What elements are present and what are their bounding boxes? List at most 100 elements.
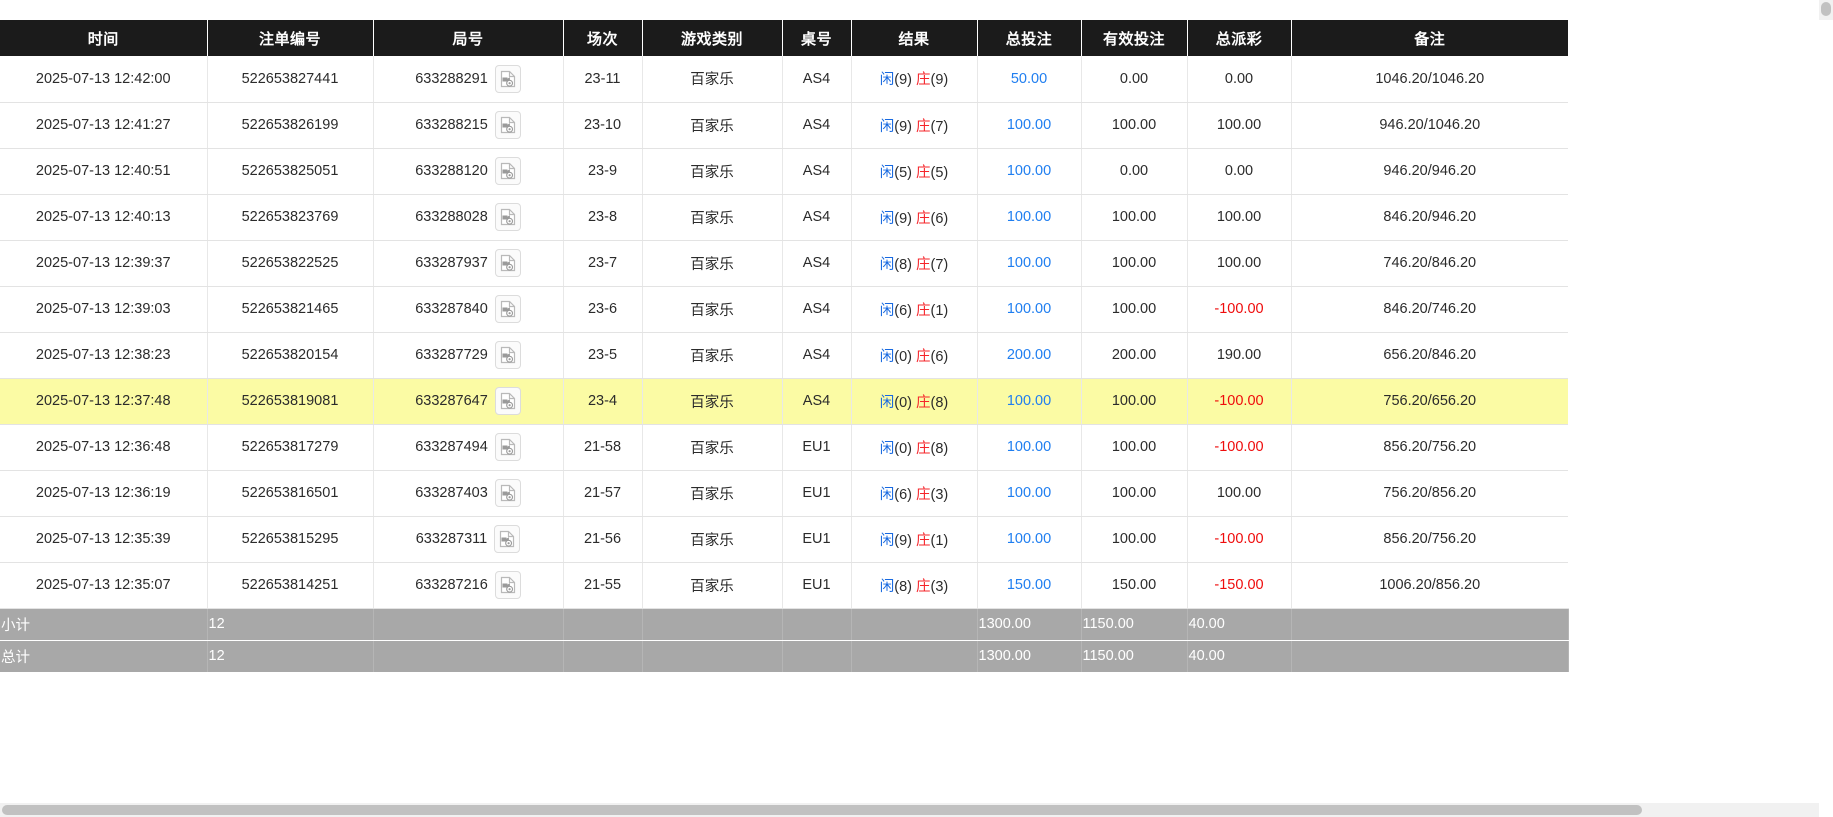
- cell-time: 2025-07-13 12:35:07: [0, 562, 208, 609]
- result-banker-label: 庄: [916, 302, 931, 319]
- table-row[interactable]: 2025-07-13 12:37:48 522653819081 633287647…: [0, 378, 1568, 425]
- total-bet-link[interactable]: 100.00: [1006, 393, 1052, 409]
- column-header-valid[interactable]: 有效投注: [1081, 20, 1188, 56]
- video-replay-icon[interactable]: [494, 295, 521, 323]
- total-bet-link[interactable]: 100.00: [1006, 255, 1052, 271]
- total-bet-link[interactable]: 200.00: [1006, 347, 1052, 363]
- cell-total-bet[interactable]: 200.00: [977, 332, 1082, 379]
- cell-valid-bet: 100.00: [1081, 194, 1188, 241]
- total-bet-link[interactable]: 100.00: [1006, 531, 1052, 547]
- video-replay-icon[interactable]: [494, 571, 521, 599]
- result-banker-label: 庄: [916, 118, 931, 135]
- cell-session: 21-57: [563, 470, 643, 517]
- column-header-table[interactable]: 桌号: [782, 20, 852, 56]
- result-player-label: 闲: [879, 578, 895, 595]
- cell-time: 2025-07-13 12:36:19: [0, 470, 208, 517]
- column-header-session[interactable]: 场次: [563, 20, 643, 56]
- table-row[interactable]: 2025-07-13 12:38:23 522653820154 633287729…: [0, 332, 1568, 379]
- video-replay-icon[interactable]: [494, 64, 521, 93]
- video-replay-icon[interactable]: [494, 249, 521, 277]
- cell-total-bet[interactable]: 100.00: [977, 378, 1082, 425]
- cell-total-bet[interactable]: 100.00: [977, 148, 1082, 195]
- round-number-text: 633287937: [415, 255, 488, 271]
- table-row[interactable]: 2025-07-13 12:36:48 522653817279 633287494…: [0, 424, 1568, 471]
- column-header-time[interactable]: 时间: [0, 20, 208, 56]
- scrollbar-thumb[interactable]: [1821, 2, 1831, 16]
- cell-game-type: 百家乐: [642, 194, 783, 241]
- cell-total-bet[interactable]: 100.00: [977, 286, 1082, 333]
- cell-valid-bet: 100.00: [1081, 240, 1188, 287]
- cell-total-bet[interactable]: 100.00: [977, 470, 1082, 517]
- summary-blank-round: [373, 608, 564, 641]
- total-bet-link[interactable]: 50.00: [1010, 70, 1048, 87]
- result-banker-label: 庄: [916, 440, 931, 457]
- horizontal-scrollbar[interactable]: [0, 803, 1819, 817]
- cell-table-number: AS4: [782, 148, 852, 195]
- table-row[interactable]: 2025-07-13 12:39:03 522653821465 633287840…: [0, 286, 1568, 333]
- total-bet-link[interactable]: 100.00: [1006, 163, 1052, 179]
- video-replay-icon[interactable]: [494, 433, 521, 461]
- cell-total-payout: 100.00: [1187, 240, 1292, 287]
- vertical-scrollbar-top[interactable]: [1819, 0, 1833, 20]
- video-replay-icon[interactable]: [494, 525, 521, 553]
- bet-records-table: 时间 注单编号 局号 场次 游戏类别 桌号 结果 总投注 有效投注 总派彩 备注…: [0, 20, 1569, 673]
- column-header-result[interactable]: 结果: [851, 20, 978, 56]
- table-row[interactable]: 2025-07-13 12:35:07 522653814251 633287216…: [0, 562, 1568, 609]
- summary-blank-result: [851, 608, 978, 641]
- result-player-label: 闲: [879, 486, 895, 503]
- cell-time: 2025-07-13 12:35:39: [0, 516, 208, 563]
- summary-total-payout: 40.00: [1187, 640, 1292, 673]
- round-number-text: 633287729: [415, 347, 488, 363]
- table-row[interactable]: 2025-07-13 12:39:37 522653822525 633287937…: [0, 240, 1568, 287]
- column-header-bet[interactable]: 总投注: [977, 20, 1082, 56]
- table-row[interactable]: 2025-07-13 12:36:19 522653816501 633287403…: [0, 470, 1568, 517]
- cell-table-number: AS4: [782, 194, 852, 241]
- table-row[interactable]: 2025-07-13 12:41:27 522653826199 633288215…: [0, 102, 1568, 149]
- cell-total-bet[interactable]: 100.00: [977, 240, 1082, 287]
- table-row[interactable]: 2025-07-13 12:42:00 522653827441 633288291…: [0, 56, 1568, 103]
- video-replay-icon[interactable]: [494, 157, 521, 185]
- cell-order-number: 522653817279: [207, 424, 374, 471]
- table-row[interactable]: 2025-07-13 12:40:13 522653823769 633288028…: [0, 194, 1568, 241]
- cell-total-bet[interactable]: 100.00: [977, 194, 1082, 241]
- total-bet-link[interactable]: 100.00: [1006, 117, 1052, 133]
- cell-session: 23-11: [563, 56, 643, 103]
- header-row: 时间 注单编号 局号 场次 游戏类别 桌号 结果 总投注 有效投注 总派彩 备注: [0, 20, 1568, 56]
- horizontal-scrollbar-thumb[interactable]: [2, 805, 1642, 815]
- column-header-game[interactable]: 游戏类别: [642, 20, 783, 56]
- column-header-round[interactable]: 局号: [373, 20, 564, 56]
- video-replay-icon[interactable]: [494, 387, 521, 415]
- total-bet-link[interactable]: 100.00: [1006, 301, 1052, 317]
- table-row[interactable]: 2025-07-13 12:35:39 522653815295 633287311…: [0, 516, 1568, 563]
- cell-game-type: 百家乐: [642, 56, 783, 103]
- cell-total-bet[interactable]: 100.00: [977, 424, 1082, 471]
- vertical-scrollbar[interactable]: [1819, 20, 1833, 803]
- table-row[interactable]: 2025-07-13 12:40:51 522653825051 633288120…: [0, 148, 1568, 195]
- result-banker-label: 庄: [916, 164, 931, 181]
- result-banker-label: 庄: [916, 532, 931, 549]
- video-replay-icon[interactable]: [494, 203, 521, 231]
- payout-value: 100.00: [1216, 209, 1262, 225]
- cell-total-bet[interactable]: 150.00: [977, 562, 1082, 609]
- summary-count: 12: [207, 640, 374, 673]
- result-banker-label: 庄: [916, 210, 931, 227]
- total-bet-link[interactable]: 100.00: [1006, 209, 1052, 225]
- cell-total-bet[interactable]: 50.00: [977, 56, 1082, 103]
- column-header-payout[interactable]: 总派彩: [1187, 20, 1292, 56]
- result-banker-value: (8): [930, 440, 949, 457]
- result-banker-value: (6): [930, 348, 949, 365]
- total-bet-link[interactable]: 150.00: [1006, 577, 1052, 593]
- column-header-remark[interactable]: 备注: [1291, 20, 1568, 56]
- cell-total-bet[interactable]: 100.00: [977, 102, 1082, 149]
- cell-result: 闲(9) 庄(6): [851, 194, 978, 241]
- cell-game-type: 百家乐: [642, 286, 783, 333]
- column-header-order[interactable]: 注单编号: [207, 20, 374, 56]
- video-replay-icon[interactable]: [494, 341, 521, 369]
- summary-blank-table: [782, 608, 852, 641]
- cell-total-bet[interactable]: 100.00: [977, 516, 1082, 563]
- cell-result: 闲(6) 庄(3): [851, 470, 978, 517]
- video-replay-icon[interactable]: [494, 111, 521, 139]
- total-bet-link[interactable]: 100.00: [1006, 485, 1052, 501]
- total-bet-link[interactable]: 100.00: [1006, 439, 1052, 455]
- video-replay-icon[interactable]: [494, 479, 521, 507]
